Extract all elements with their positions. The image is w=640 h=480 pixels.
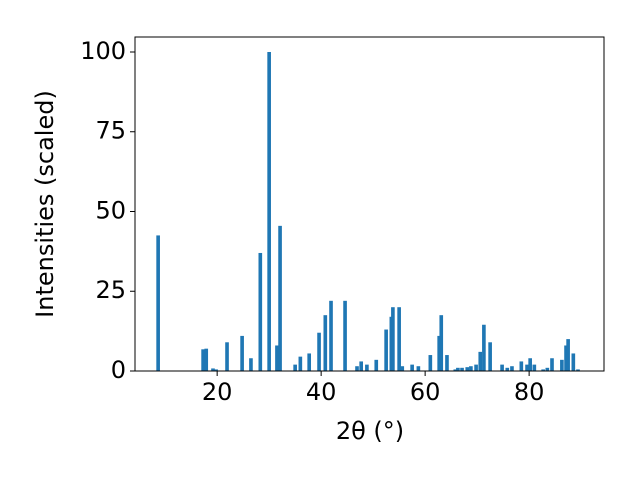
bar [258,252,263,371]
y-tick-label: 0 [111,356,126,384]
bar [343,300,347,371]
bar [214,369,218,371]
bar [211,368,215,371]
bar [460,367,464,371]
bar [278,225,282,371]
bar [456,367,460,371]
x-axis-label: 2θ (°) [336,417,404,445]
bar [505,367,510,371]
bar [571,353,576,371]
bar [410,364,414,371]
bar [400,366,405,371]
bar [453,369,458,371]
x-tick-label: 20 [202,378,233,406]
bar [240,335,244,371]
bar [397,307,401,371]
bar [374,359,379,371]
bar [307,353,312,371]
bar [510,366,514,371]
bar [323,315,328,371]
y-tick-label: 75 [95,117,126,145]
y-tick-label: 100 [80,37,126,65]
bar [564,345,568,371]
bar [469,366,473,371]
bar [391,307,395,371]
bar [500,364,504,371]
bar [267,51,271,371]
bar [329,300,333,371]
y-tick-label: 25 [95,276,126,304]
bar [275,345,279,371]
bar [355,366,359,371]
bar [365,364,369,371]
bar [519,361,524,371]
bar [204,348,209,371]
bar [478,351,483,371]
bar [465,367,470,371]
bar [541,369,545,371]
bar [550,358,554,371]
bar [474,364,478,371]
bar [428,355,433,371]
y-axis-label: Intensities (scaled) [31,90,59,318]
bar [439,315,444,371]
bar [317,332,321,371]
x-tick-label: 80 [514,378,545,406]
bar [298,356,303,371]
bar [528,358,532,371]
bar [566,339,570,371]
bar [576,369,580,371]
bar [156,235,160,371]
plot-frame [134,36,605,372]
x-tick-label: 40 [306,378,337,406]
bar [437,335,441,371]
bar [488,342,492,371]
bar [249,358,253,371]
bar [532,364,537,371]
bar [560,359,564,371]
y-tick-label: 50 [95,196,126,224]
bar [201,349,205,371]
bar [445,355,449,371]
bar [545,367,550,371]
x-tick-label: 60 [410,378,441,406]
bar [525,364,529,371]
bar [416,366,421,371]
bar [225,342,229,371]
bar [359,361,364,371]
bar [384,329,388,371]
bar [293,364,297,371]
bar [482,324,486,371]
